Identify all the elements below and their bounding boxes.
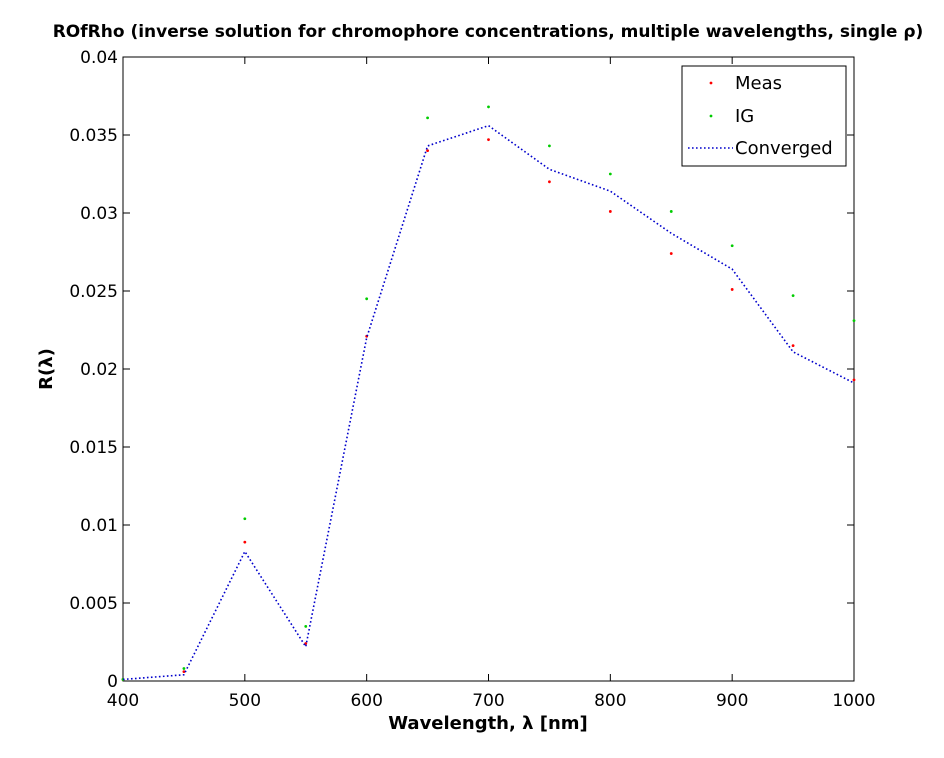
data-point-ig (852, 319, 856, 323)
data-point-ig (487, 105, 490, 109)
x-tick-label: 800 (594, 691, 626, 711)
x-tick-label: 400 (107, 691, 139, 711)
data-point-ig (669, 210, 673, 213)
data-point-meas (426, 149, 429, 153)
data-point-meas (852, 378, 856, 382)
legend-swatch-meas (709, 81, 713, 85)
x-axis-label: Wavelength, λ [nm] (388, 713, 588, 734)
chart-title: ROfRho (inverse solution for chromophore… (53, 22, 924, 42)
data-point-meas (791, 344, 795, 347)
series-line-converged (122, 124, 855, 681)
y-tick-label: 0.03 (80, 204, 118, 224)
x-tick-label: 700 (472, 691, 504, 711)
y-tick-label: 0.015 (69, 438, 118, 458)
series-layer (121, 105, 856, 681)
y-axis: 0 0.005 0.01 0.015 0.02 0.025 0.03 0.035 0.04 (69, 48, 854, 692)
y-tick-label: 0.025 (69, 282, 118, 302)
legend-label-meas: Meas (735, 73, 782, 94)
data-point-meas (548, 180, 551, 184)
y-tick-label: 0.02 (80, 360, 118, 380)
data-point-ig (365, 297, 369, 301)
legend-box (681, 65, 847, 167)
y-tick-label: 0.01 (80, 516, 118, 536)
legend-label-converged: Converged (735, 138, 833, 159)
x-tick-label: 600 (350, 691, 382, 711)
x-tick-label: 500 (229, 691, 261, 711)
data-point-meas (669, 252, 673, 255)
data-point-meas (487, 138, 490, 142)
y-tick-label: 0.04 (80, 48, 118, 68)
legend-label-ig: IG (735, 106, 754, 127)
y-axis-label: R(λ) (36, 348, 57, 390)
data-point-ig (243, 517, 247, 521)
data-point-meas (182, 670, 186, 674)
data-point-ig (182, 667, 186, 670)
data-point-meas (608, 210, 612, 213)
data-point-ig (791, 294, 795, 298)
legend-swatch-ig (709, 114, 713, 118)
data-point-ig (548, 144, 551, 148)
data-point-ig (426, 116, 429, 120)
x-axis: 400 500 600 700 800 900 1000 (107, 57, 876, 711)
x-tick-label: 900 (716, 691, 748, 711)
legend: Meas IG Converged (681, 65, 847, 167)
y-tick-label: 0.005 (69, 594, 118, 614)
data-point-ig (608, 172, 612, 176)
y-tick-label: 0.035 (69, 126, 118, 146)
data-point-meas (243, 540, 247, 544)
data-point-ig (730, 244, 734, 248)
x-tick-label: 1000 (832, 691, 875, 711)
data-point-meas (730, 288, 734, 291)
data-point-ig (304, 625, 308, 628)
y-tick-label: 0 (107, 672, 118, 692)
